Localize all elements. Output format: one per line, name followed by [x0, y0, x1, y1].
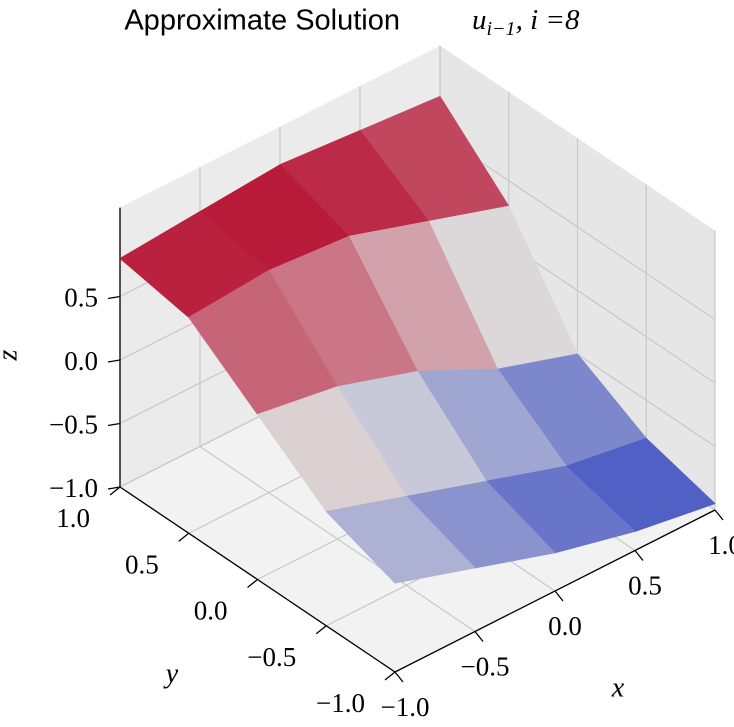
title-sub: i−1	[487, 18, 516, 40]
x-tick	[714, 509, 724, 521]
x-tick-label: −1.0	[381, 692, 430, 722]
x-tick-label: 0.5	[628, 571, 662, 601]
y-tick	[384, 671, 396, 681]
x-tick	[554, 590, 564, 602]
z-tick	[107, 295, 121, 300]
title-rest: , i =8	[516, 4, 580, 36]
z-axis-label: z	[0, 349, 23, 361]
z-tick	[107, 486, 121, 490]
title-math: ui−1, i =8	[472, 4, 580, 40]
z-tick-label: 0.5	[64, 283, 98, 313]
title-base: u	[472, 4, 487, 36]
surface-patch	[325, 495, 476, 584]
z-tick	[107, 359, 121, 363]
x-tick-label: −0.5	[461, 652, 510, 682]
z-tick-label: −1.0	[49, 473, 98, 503]
y-tick	[247, 578, 258, 589]
y-tick-label: −0.5	[247, 642, 296, 672]
z-tick-label: 0.0	[64, 346, 98, 376]
y-tick-label: 0.5	[125, 549, 159, 579]
y-tick-label: 1.0	[56, 503, 90, 533]
x-tick	[634, 550, 644, 561]
y-tick-label: 0.0	[194, 596, 228, 626]
z-tick-label: −0.5	[49, 410, 98, 440]
y-tick	[178, 532, 190, 542]
x-tick	[394, 671, 404, 683]
grid-line	[439, 134, 716, 320]
x-tick-label: 1.0	[708, 530, 734, 560]
x-tick-label: 0.0	[548, 611, 582, 641]
y-tick	[315, 625, 327, 635]
x-axis-label: x	[611, 672, 625, 703]
x-tick	[474, 631, 484, 642]
y-tick-label: −1.0	[316, 688, 365, 718]
y-tick	[109, 486, 121, 496]
z-tick	[107, 422, 121, 427]
y-axis-label: y	[163, 658, 179, 689]
chart-title: Approximate Solution	[124, 5, 400, 37]
